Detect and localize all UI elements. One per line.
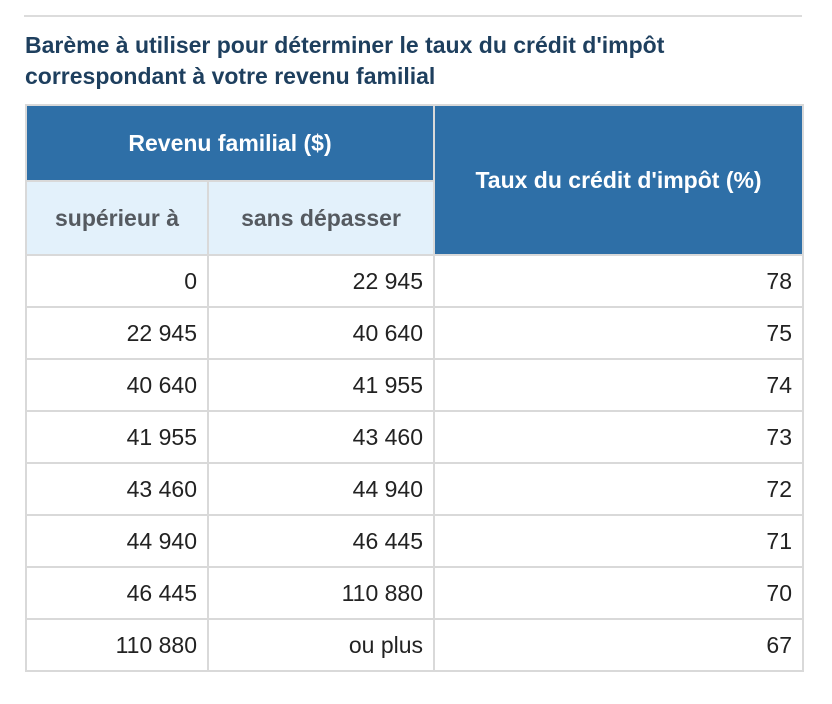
tax-credit-rate-header: Taux du crédit d'impôt (%) — [433, 104, 805, 256]
family-income-header: Revenu familial ($) — [24, 104, 436, 182]
header-row-group: Revenu familial ($) Taux du crédit d'imp… — [24, 104, 805, 256]
upper-bound-cell: 22 945 — [206, 254, 436, 308]
lower-bound-cell: 41 955 — [25, 410, 209, 464]
rate-cell: 71 — [433, 514, 805, 568]
lower-bound-cell: 110 880 — [25, 618, 209, 672]
rate-cell: 74 — [433, 358, 805, 412]
lower-bound-cell: 0 — [25, 254, 209, 308]
upper-bound-cell: 44 940 — [206, 462, 436, 516]
table-row: 22 945 40 640 75 — [25, 306, 805, 360]
rate-cell: 67 — [433, 618, 805, 672]
upper-bound-cell: 40 640 — [206, 306, 436, 360]
top-divider — [24, 15, 802, 17]
table-caption: Barème à utiliser pour déterminer le tau… — [25, 32, 665, 89]
table-row: 0 22 945 78 — [25, 254, 805, 308]
upper-bound-header: sans dépasser — [206, 180, 436, 256]
table-row: 41 955 43 460 73 — [25, 410, 805, 464]
table-row: 43 460 44 940 72 — [25, 462, 805, 516]
lower-bound-cell: 40 640 — [25, 358, 209, 412]
upper-bound-cell: 43 460 — [206, 410, 436, 464]
rate-cell: 70 — [433, 566, 805, 620]
upper-bound-cell: 46 445 — [206, 514, 436, 568]
lower-bound-cell: 22 945 — [25, 306, 209, 360]
table-row: 40 640 41 955 74 — [25, 358, 805, 412]
rate-table: Revenu familial ($) Taux du crédit d'imp… — [24, 104, 805, 672]
lower-bound-header: supérieur à — [25, 180, 209, 256]
table-body: 0 22 945 78 22 945 40 640 75 40 640 41 9… — [25, 254, 805, 672]
table-row: 110 880 ou plus 67 — [25, 618, 805, 672]
lower-bound-cell: 46 445 — [25, 566, 209, 620]
rate-cell: 72 — [433, 462, 805, 516]
rate-cell: 78 — [433, 254, 805, 308]
table-row: 44 940 46 445 71 — [25, 514, 805, 568]
upper-bound-cell: 110 880 — [206, 566, 436, 620]
table-row: 46 445 110 880 70 — [25, 566, 805, 620]
lower-bound-cell: 43 460 — [25, 462, 209, 516]
rate-cell: 73 — [433, 410, 805, 464]
lower-bound-cell: 44 940 — [25, 514, 209, 568]
upper-bound-cell: 41 955 — [206, 358, 436, 412]
header-row-sub: supérieur à sans dépasser — [25, 180, 803, 256]
upper-bound-cell: ou plus — [206, 618, 436, 672]
rate-cell: 75 — [433, 306, 805, 360]
